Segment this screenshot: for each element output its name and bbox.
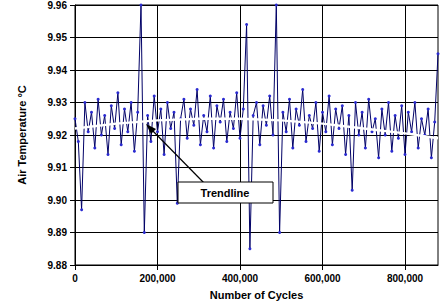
svg-text:9.90: 9.90 — [48, 195, 68, 206]
svg-text:600,000: 600,000 — [304, 273, 341, 284]
svg-text:9.91: 9.91 — [48, 162, 68, 173]
svg-text:Number of Cycles: Number of Cycles — [210, 289, 304, 301]
svg-text:9.94: 9.94 — [48, 65, 68, 76]
svg-text:Trendline: Trendline — [201, 187, 250, 199]
svg-text:9.96: 9.96 — [48, 0, 68, 11]
svg-text:9.88: 9.88 — [48, 260, 68, 271]
svg-text:9.93: 9.93 — [48, 97, 68, 108]
svg-text:9.89: 9.89 — [48, 227, 68, 238]
svg-text:9.95: 9.95 — [48, 32, 68, 43]
svg-text:Air Temperature °C: Air Temperature °C — [16, 85, 28, 185]
svg-text:0: 0 — [72, 273, 78, 284]
svg-text:9.92: 9.92 — [48, 130, 68, 141]
svg-text:800,000: 800,000 — [387, 273, 424, 284]
svg-text:400,000: 400,000 — [222, 273, 259, 284]
svg-text:200,000: 200,000 — [139, 273, 176, 284]
